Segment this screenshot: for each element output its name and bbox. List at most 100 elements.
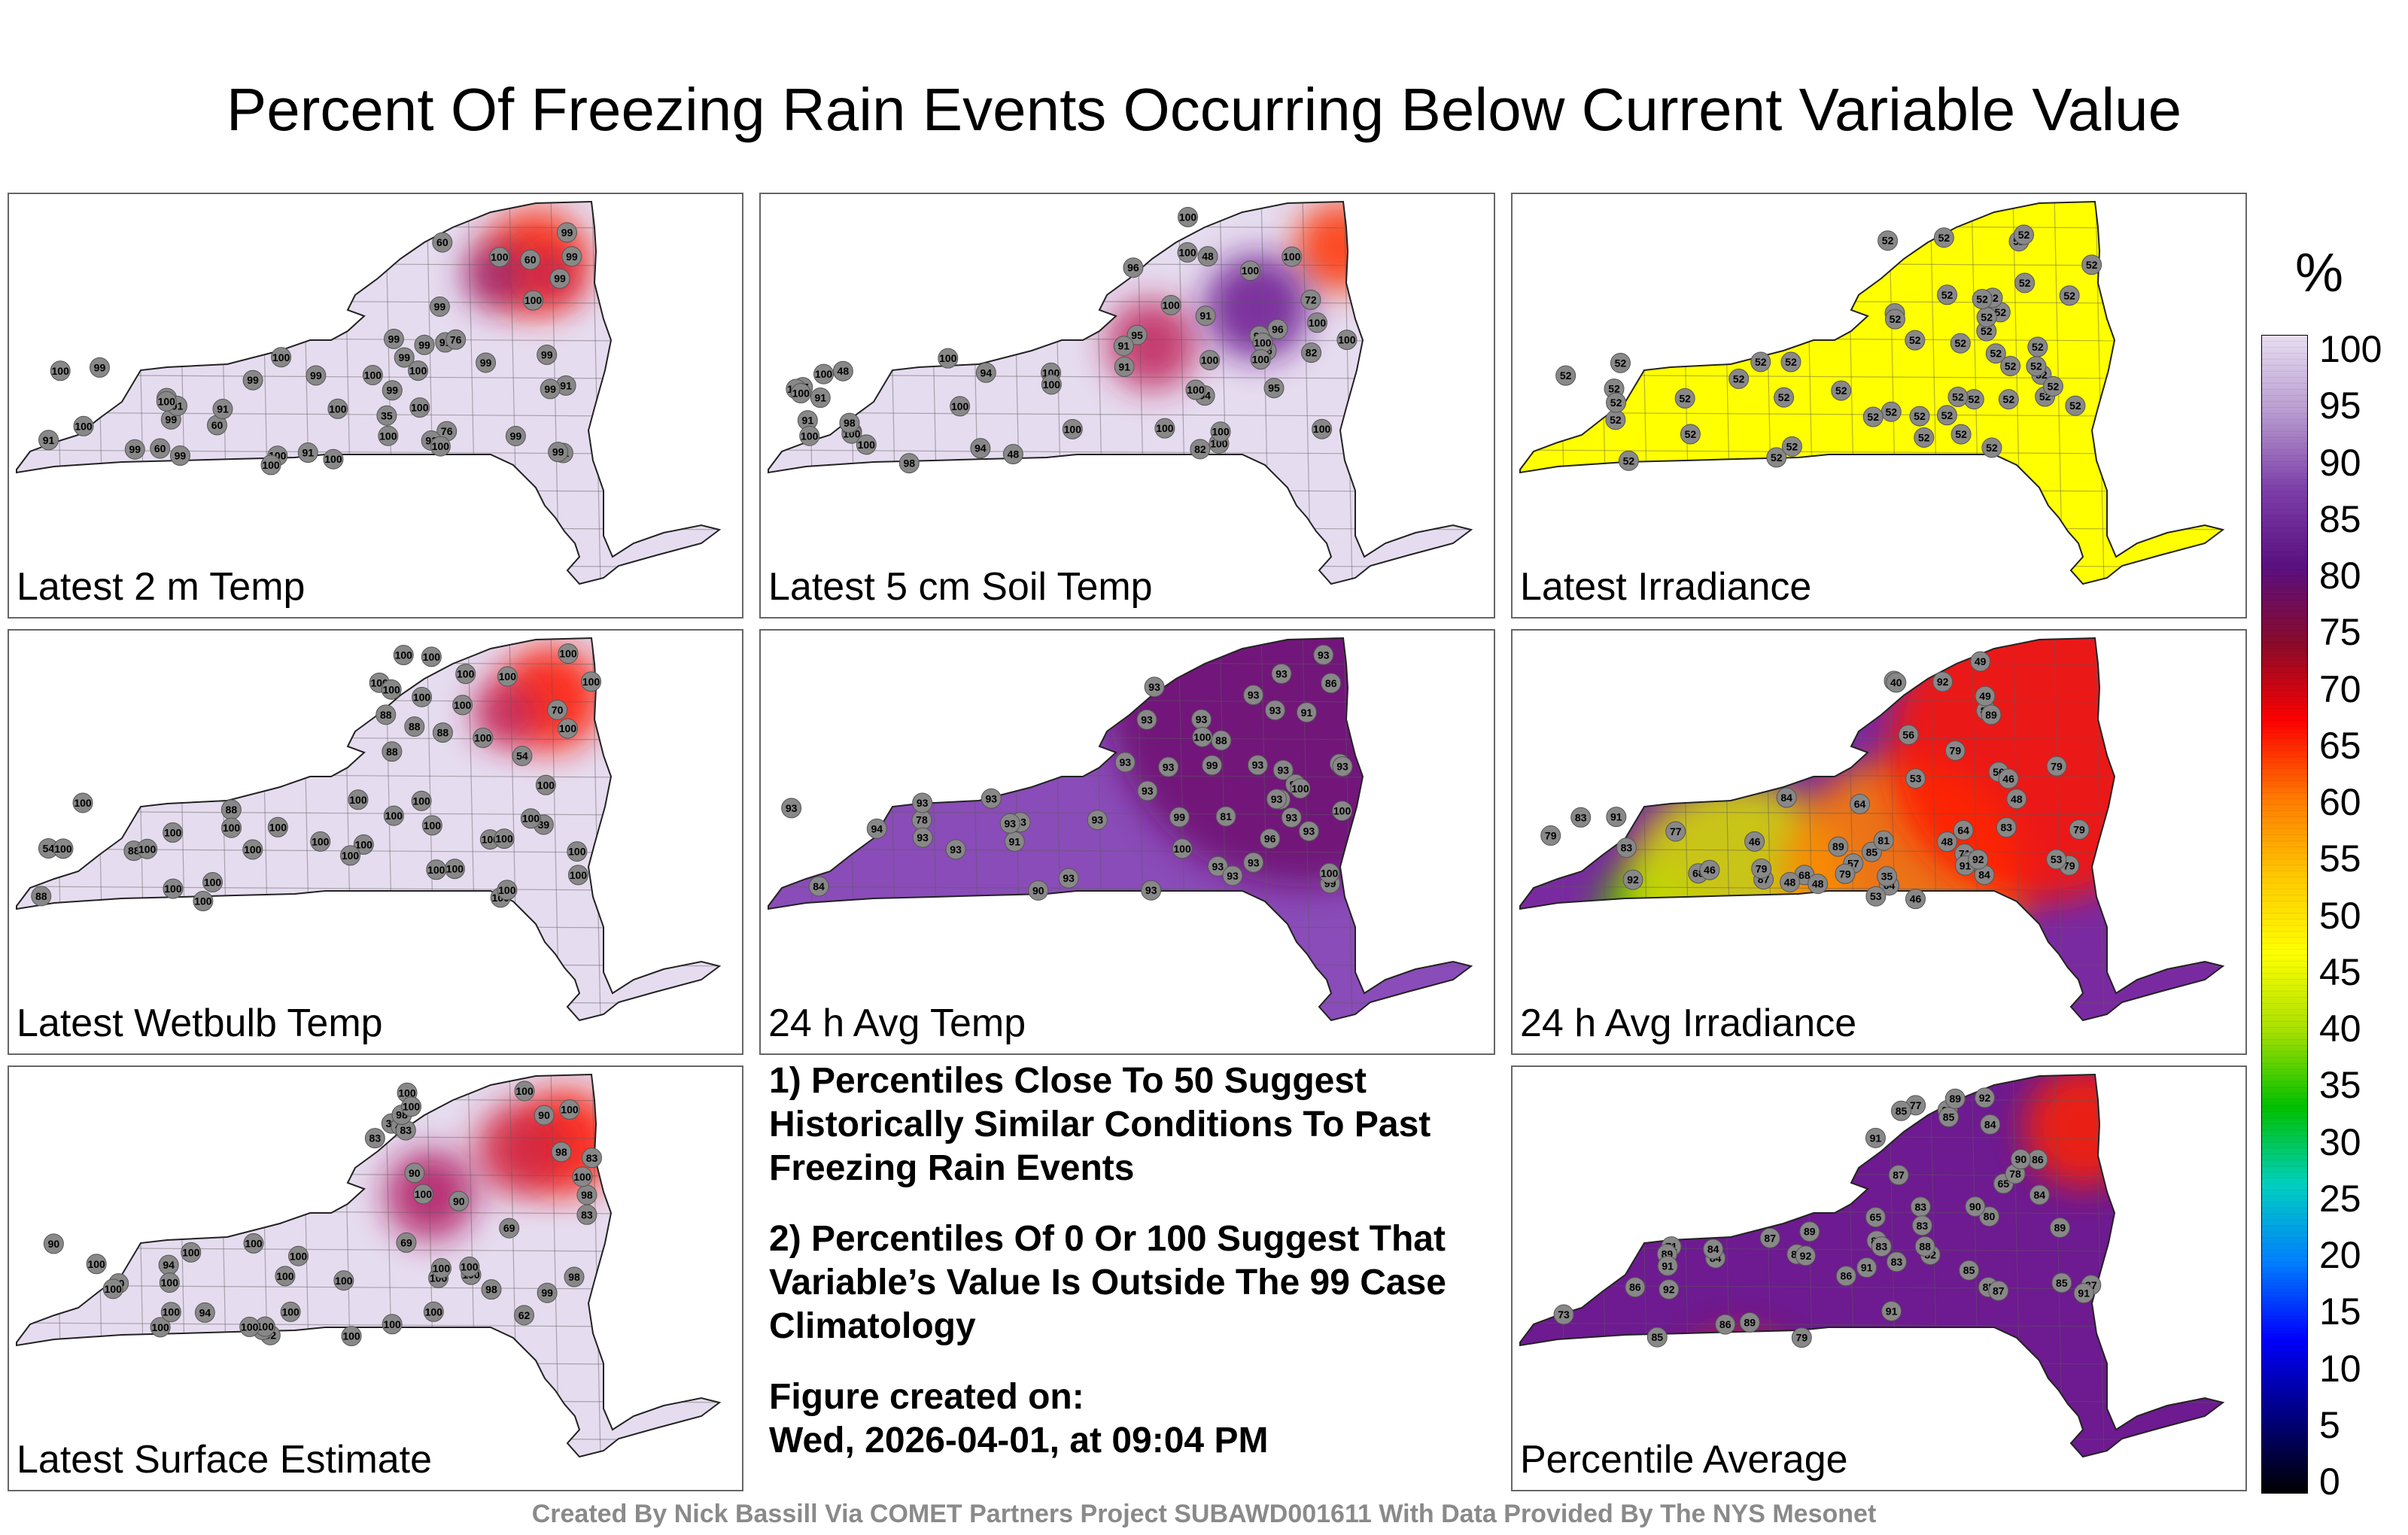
svg-text:100: 100 [432, 440, 450, 452]
svg-text:52: 52 [1909, 334, 1921, 346]
station-marker: 100 [150, 1317, 171, 1338]
station-marker: 100 [473, 728, 494, 749]
svg-text:99: 99 [566, 251, 578, 263]
station-marker: 84 [1974, 865, 1995, 886]
station-marker: 69 [499, 1217, 520, 1239]
svg-text:100: 100 [498, 884, 516, 896]
station-marker: 100 [572, 1166, 593, 1187]
svg-text:83: 83 [369, 1132, 382, 1144]
svg-text:65: 65 [1998, 1178, 2010, 1190]
svg-text:88: 88 [1215, 734, 1227, 746]
svg-text:90: 90 [538, 1109, 550, 1121]
svg-text:93: 93 [1275, 667, 1288, 679]
station-marker: 91 [1657, 1255, 1678, 1276]
station-marker: 93 [1136, 709, 1157, 730]
svg-text:100: 100 [383, 1318, 401, 1330]
station-marker: 52 [1936, 405, 1957, 426]
svg-text:100: 100 [582, 676, 600, 688]
station-marker: 52 [1680, 424, 1701, 445]
station-marker: 73 [1553, 1304, 1574, 1325]
svg-text:52: 52 [1941, 289, 1953, 301]
state-outline [768, 637, 1473, 1022]
svg-text:52: 52 [1918, 431, 1930, 443]
svg-text:52: 52 [1835, 385, 1847, 397]
svg-text:93: 93 [950, 843, 962, 856]
station-marker: 88 [1914, 1236, 1935, 1257]
svg-text:52: 52 [2048, 380, 2060, 392]
station-marker: 77 [1665, 821, 1686, 842]
svg-text:100: 100 [194, 895, 212, 907]
station-marker: 90 [1965, 1196, 1986, 1217]
station-marker: 89 [1828, 836, 1849, 857]
svg-text:81: 81 [1220, 810, 1232, 822]
svg-text:52: 52 [1615, 357, 1627, 369]
station-marker: 87 [1888, 1165, 1909, 1186]
svg-text:60: 60 [154, 442, 166, 454]
station-marker: 72 [1300, 289, 1321, 310]
station-marker: 100 [86, 1254, 107, 1275]
svg-text:90: 90 [48, 1238, 60, 1250]
station-marker: 52 [1914, 427, 1935, 448]
station-marker: 52 [1972, 288, 1993, 309]
station-marker: 100 [520, 808, 541, 829]
map-fill [17, 638, 719, 1020]
station-marker: 100 [163, 878, 184, 899]
svg-text:52: 52 [1560, 369, 1572, 381]
svg-text:100: 100 [461, 1261, 479, 1273]
svg-text:100: 100 [163, 1306, 181, 1318]
svg-text:91: 91 [1301, 707, 1313, 719]
station-marker: 100 [156, 391, 177, 412]
station-marker: 98 [839, 412, 860, 433]
svg-text:79: 79 [2063, 859, 2075, 871]
svg-text:93: 93 [1336, 761, 1348, 773]
station-marker: 93 [1137, 780, 1158, 801]
station-marker: 100 [567, 841, 588, 862]
station-marker: 70 [547, 700, 568, 721]
svg-text:99: 99 [166, 413, 178, 425]
station-marker: 99 [548, 442, 569, 463]
station-marker: 87 [1759, 1227, 1780, 1248]
svg-text:73: 73 [1558, 1309, 1570, 1321]
notes-block: 1) Percentiles Close To 50 Suggest Histo… [769, 1059, 1491, 1490]
station-marker: 35 [376, 405, 397, 426]
station-marker: 93 [1087, 810, 1108, 831]
station-marker: 52 [1950, 424, 1972, 445]
map-fill [17, 202, 719, 584]
station-marker: 93 [1332, 756, 1353, 777]
svg-text:88: 88 [409, 721, 421, 733]
svg-text:95: 95 [1268, 382, 1280, 394]
station-marker: 79 [1835, 863, 1856, 884]
svg-text:54: 54 [43, 842, 55, 854]
svg-text:93: 93 [1303, 825, 1315, 837]
svg-text:94: 94 [163, 1259, 175, 1271]
station-marker: 100 [340, 845, 361, 866]
svg-text:96: 96 [1127, 262, 1139, 274]
station-marker: 100 [333, 1270, 354, 1291]
svg-text:88: 88 [437, 727, 449, 739]
state-outline [16, 1073, 722, 1458]
station-marker: 100 [341, 1326, 362, 1347]
station-marker: 48 [1780, 871, 1801, 892]
svg-text:85: 85 [1651, 1331, 1663, 1343]
station-marker: 48 [2006, 789, 2027, 810]
svg-text:92: 92 [1663, 1284, 1675, 1296]
svg-text:52: 52 [1890, 313, 1902, 325]
svg-text:93: 93 [1163, 761, 1175, 773]
note-2: 2) Percentiles Of 0 Or 100 Suggest That … [769, 1219, 1446, 1346]
station-marker: 93 [945, 839, 966, 860]
svg-text:52: 52 [1733, 372, 1745, 385]
station-marker: 100 [193, 891, 214, 912]
station-marker: 79 [1751, 858, 1772, 879]
station-marker: 100 [72, 792, 93, 813]
station-marker: 93 [1191, 709, 1212, 730]
svg-text:83: 83 [1891, 1256, 1903, 1268]
svg-text:100: 100 [105, 1283, 123, 1295]
svg-text:52: 52 [2005, 360, 2017, 372]
station-marker: 100 [137, 838, 158, 859]
ny-state-map: 8854100100100703954100881008888881001008… [16, 637, 722, 1022]
svg-text:100: 100 [1252, 354, 1270, 366]
svg-text:46: 46 [2002, 773, 2014, 785]
svg-text:93: 93 [1252, 759, 1264, 771]
svg-text:56: 56 [1902, 728, 1914, 740]
station-marker: 85 [1890, 1100, 1911, 1121]
